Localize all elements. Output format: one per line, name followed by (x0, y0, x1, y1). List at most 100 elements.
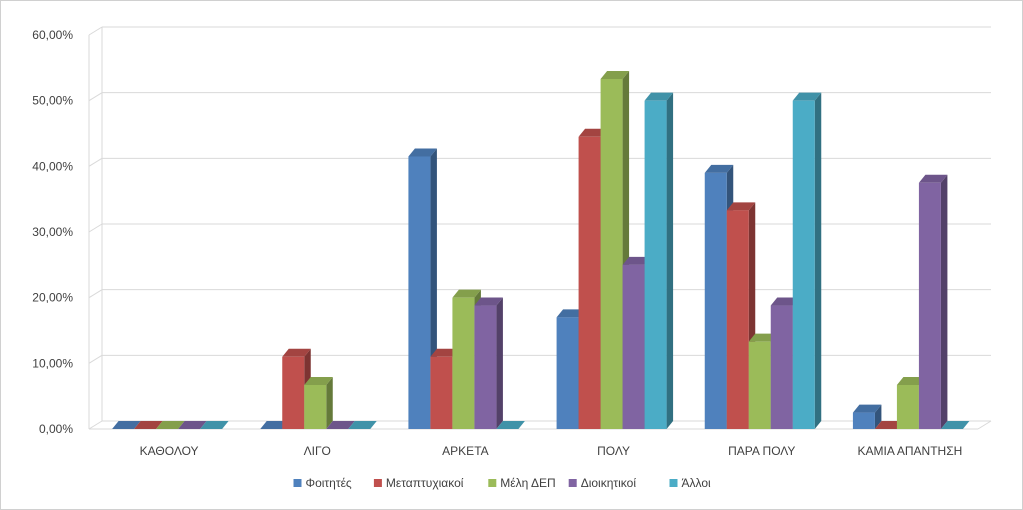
legend-swatch (488, 479, 497, 487)
bar-top (134, 421, 163, 429)
bar (112, 421, 141, 429)
bar-top (748, 333, 778, 342)
bar-front (770, 305, 793, 429)
category-label: ΚΑΜΙΑ ΑΠΑΝΤΗΣΗ (858, 444, 963, 458)
y-axis-ticks: 0,00% 10,00% 20,00% 30,00% 40,00% 50,00% 60,00… (32, 28, 73, 436)
bar-front (282, 356, 305, 429)
bar (326, 421, 355, 429)
bar-front (622, 264, 645, 429)
bar (134, 421, 163, 429)
y-tick-label: 10,00% (32, 356, 73, 370)
bar-top (156, 421, 185, 429)
bar-top (704, 164, 734, 173)
category-label: ΠΑΡΑ ΠΟΛΥ (728, 444, 795, 458)
bar-front (304, 385, 327, 429)
legend-swatch (568, 479, 577, 487)
bar-top (918, 174, 948, 183)
legend-label: Μέλη ΔΕΠ (500, 476, 555, 490)
bar-top (200, 421, 229, 429)
bar-side (874, 404, 882, 429)
bar-front (430, 356, 453, 429)
bar (852, 404, 882, 429)
bar-front (644, 100, 667, 430)
legend-item: Μεταπτυχιακοί (373, 476, 464, 490)
bar-top (578, 128, 608, 137)
legend-label: Διοικητικοί (581, 476, 637, 490)
bar-top (770, 297, 800, 306)
y-tick-label: 50,00% (32, 94, 73, 108)
bar-side (496, 297, 503, 429)
bar-top (326, 421, 355, 429)
gridline-side (88, 26, 103, 36)
category-label: ΑΡΚΕΤΑ (442, 444, 488, 458)
y-tick-label: 30,00% (32, 225, 73, 239)
bar-front (578, 136, 601, 430)
bar-top (874, 421, 904, 429)
bar (918, 174, 948, 429)
bar-front (792, 100, 815, 430)
legend-item: Άλλοι (669, 476, 712, 490)
bar-top (600, 70, 630, 79)
bar (304, 377, 333, 429)
bars-layer (112, 70, 970, 430)
category-label: ΚΑΘΟΛΟΥ (140, 444, 199, 458)
gridline-side (88, 157, 103, 167)
legend-label: Μεταπτυχιακοί (386, 476, 464, 490)
bar (348, 421, 377, 429)
bar (178, 421, 207, 429)
gridline-side (88, 92, 103, 102)
category-labels: ΚΑΘΟΛΟΥ ΛΙΓΟ ΑΡΚΕΤΑ ΠΟΛΥ ΠΑΡΑ ΠΟΛΥ ΚΑΜΙΑ ΑΠΑΝ… (140, 444, 963, 458)
legend-item: Φοιτητές (293, 476, 352, 490)
legend-item: Διοικητικοί (568, 476, 637, 490)
floor-right-edge (977, 420, 992, 430)
gridline-side (88, 354, 103, 364)
bar-top (112, 421, 141, 429)
legend-label: Φοιτητές (306, 476, 352, 490)
bar-front (726, 210, 749, 429)
bar (260, 421, 289, 429)
gridline-side (88, 289, 103, 299)
bar-top (644, 92, 674, 101)
bar (156, 421, 185, 429)
bar-front (704, 172, 727, 429)
bar (200, 421, 229, 429)
bar (474, 297, 503, 429)
bar-side (814, 92, 822, 430)
bar-top (496, 421, 525, 429)
bar-top (304, 377, 333, 386)
bar-top (430, 348, 459, 357)
gridline-side (88, 420, 103, 430)
bar-top (622, 256, 652, 265)
gridline-side (88, 223, 103, 233)
y-tick-label: 20,00% (32, 291, 73, 305)
bar-front (556, 317, 579, 429)
legend-swatch (669, 479, 678, 487)
y-tick-label: 40,00% (32, 159, 73, 173)
bar-top (348, 421, 377, 429)
bar-top (408, 148, 437, 157)
legend-label: Άλλοι (682, 476, 712, 490)
bar (874, 421, 904, 429)
bar-front (408, 156, 431, 429)
bar-front (748, 341, 771, 429)
bar (940, 421, 970, 429)
bar-top (792, 92, 822, 101)
bar-top (896, 377, 926, 386)
bar-front (852, 412, 875, 429)
bar-top (474, 297, 503, 306)
bar-top (282, 348, 311, 357)
category-label: ΠΟΛΥ (597, 444, 630, 458)
bar-top (452, 289, 481, 298)
bar-front (918, 182, 941, 429)
bar-front (452, 297, 475, 429)
grid-layer (88, 26, 992, 430)
bar-front (474, 305, 497, 429)
bar-side (940, 174, 948, 429)
legend-swatch (373, 479, 382, 487)
bar-front (600, 78, 623, 429)
bar (496, 421, 525, 429)
bar (792, 92, 822, 430)
y-tick-label: 0,00% (39, 422, 73, 436)
